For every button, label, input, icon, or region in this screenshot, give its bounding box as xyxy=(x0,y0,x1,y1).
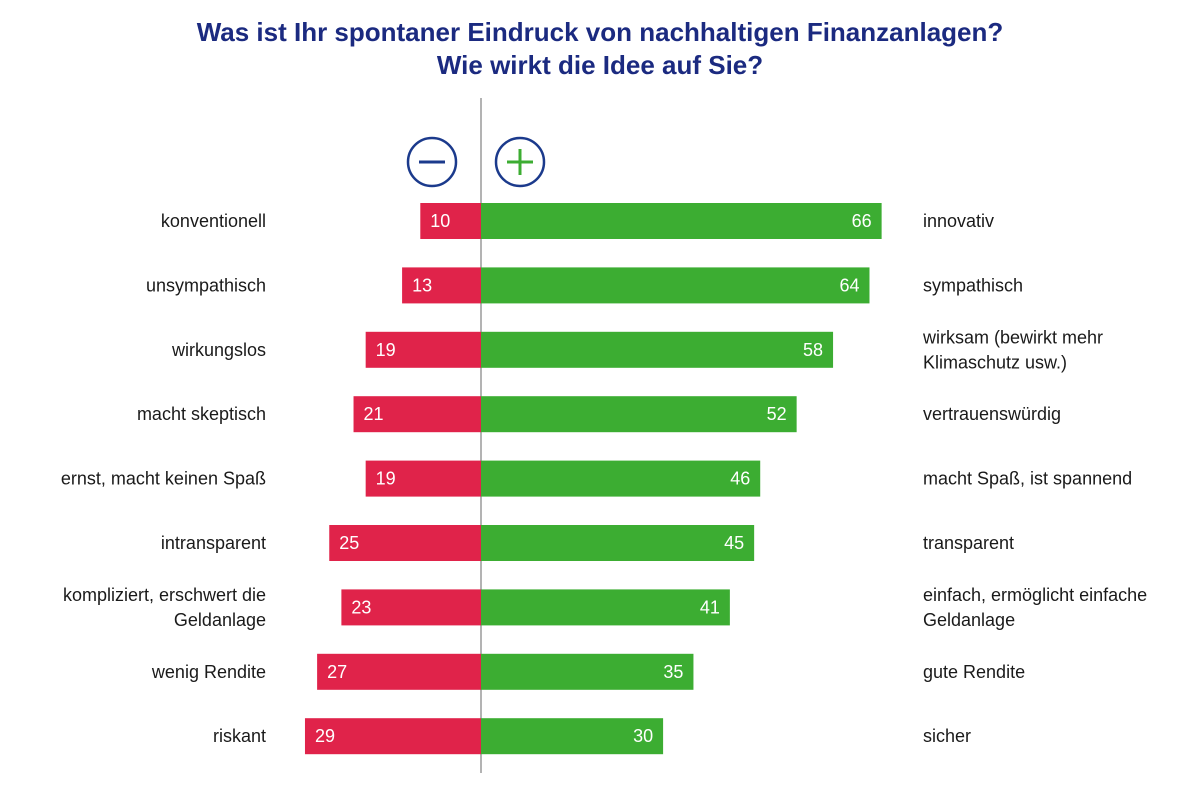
positive-bar xyxy=(481,525,755,561)
chart-title: Was ist Ihr spontaner Eindruck von nachh… xyxy=(196,17,1004,47)
positive-category-label-line-2: Klimaschutz usw.) xyxy=(923,352,1067,372)
labels-group: konventionell innovativ unsympathisch sympa… xyxy=(61,211,1147,746)
chart-title-block: Was ist Ihr spontaner Eindruck von nachh… xyxy=(0,16,1200,82)
legend-symbols xyxy=(406,136,546,188)
positive-bar xyxy=(481,718,664,755)
positive-bar xyxy=(481,653,694,690)
positive-category-label-line-1: einfach, ermöglicht einfache xyxy=(923,585,1147,605)
negative-bar xyxy=(329,525,481,561)
negative-category-label-line-2: Geldanlage xyxy=(174,610,266,630)
positive-bar xyxy=(481,589,730,626)
negative-category-label: wirkungslos xyxy=(171,340,266,360)
negative-category-label: konventionell xyxy=(161,211,266,231)
positive-bar xyxy=(481,331,834,368)
positive-value-label: 46 xyxy=(730,469,750,489)
positive-value-label: 64 xyxy=(839,275,859,295)
negative-value-label: 23 xyxy=(351,597,371,617)
positive-bar xyxy=(481,267,870,304)
negative-value-label: 29 xyxy=(315,726,335,746)
negative-bar xyxy=(402,267,481,304)
positive-bar xyxy=(481,396,797,433)
negative-category-label: intransparent xyxy=(161,533,266,553)
positive-category-label: gute Rendite xyxy=(923,662,1025,682)
positive-category-label: innovativ xyxy=(923,211,994,231)
positive-category-label: macht Spaß, ist spannend xyxy=(923,469,1132,489)
negative-value-label: 13 xyxy=(412,275,432,295)
negative-value-label: 19 xyxy=(376,340,396,360)
positive-category-label-line-1: wirksam (bewirkt mehr xyxy=(922,327,1103,347)
negative-bar xyxy=(341,589,481,626)
positive-category-label: vertrauenswürdig xyxy=(923,404,1061,424)
chart-subtitle: Wie wirkt die Idee auf Sie? xyxy=(436,50,764,80)
negative-bar xyxy=(365,460,481,497)
negative-category-label: unsympathisch xyxy=(146,275,266,295)
positive-category-label: sicher xyxy=(923,726,971,746)
minus-icon xyxy=(406,136,458,188)
bars-group: 10 66 13 64 19 58 21 52 19 46 25 45 23 41 27 35 29 30 xyxy=(304,203,882,755)
negative-category-label: wenig Rendite xyxy=(151,662,266,682)
negative-value-label: 21 xyxy=(364,404,384,424)
positive-value-label: 35 xyxy=(663,662,683,682)
negative-bar xyxy=(304,718,481,755)
negative-bar xyxy=(317,653,481,690)
negative-bar xyxy=(420,203,481,239)
positive-value-label: 52 xyxy=(767,404,787,424)
positive-bar xyxy=(481,460,761,497)
positive-bar xyxy=(481,203,882,239)
negative-bar xyxy=(353,396,481,433)
positive-category-label: sympathisch xyxy=(923,275,1023,295)
negative-value-label: 27 xyxy=(327,662,347,682)
negative-category-label: riskant xyxy=(213,726,266,746)
positive-value-label: 58 xyxy=(803,340,823,360)
positive-value-label: 41 xyxy=(700,597,720,617)
negative-value-label: 25 xyxy=(339,533,359,553)
negative-value-label: 19 xyxy=(376,469,396,489)
negative-category-label: macht skeptisch xyxy=(137,404,266,424)
positive-value-label: 45 xyxy=(724,533,744,553)
positive-value-label: 30 xyxy=(633,726,653,746)
negative-value-label: 10 xyxy=(430,211,450,231)
negative-category-label: ernst, macht keinen Spaß xyxy=(61,469,266,489)
positive-category-label: transparent xyxy=(923,533,1014,553)
negative-category-label-line-1: kompliziert, erschwert die xyxy=(63,585,266,605)
negative-bar xyxy=(365,331,481,368)
positive-category-label-line-2: Geldanlage xyxy=(923,610,1015,630)
positive-value-label: 66 xyxy=(852,211,872,231)
plus-icon xyxy=(494,136,546,188)
